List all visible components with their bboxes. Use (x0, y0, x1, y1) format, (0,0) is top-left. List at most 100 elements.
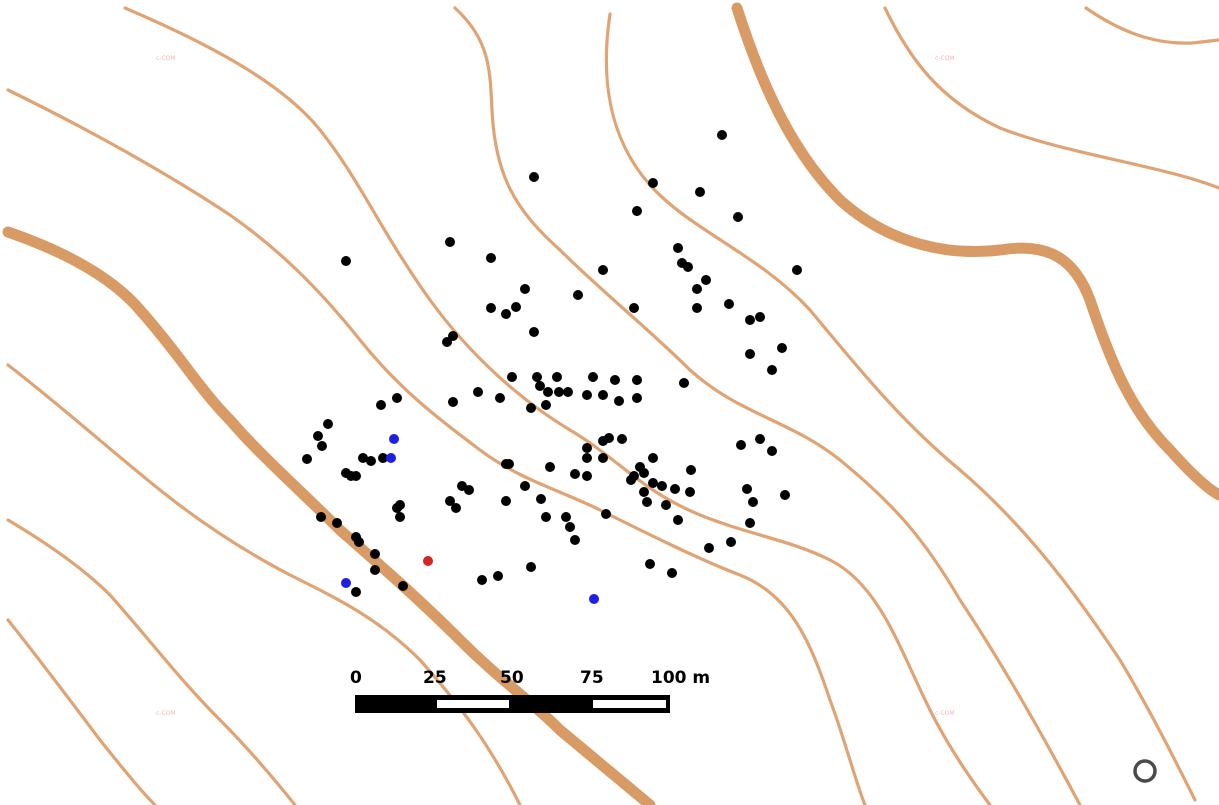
black-marker[interactable] (645, 559, 655, 569)
black-marker[interactable] (598, 453, 608, 463)
black-marker[interactable] (792, 265, 802, 275)
black-marker[interactable] (366, 456, 376, 466)
black-marker[interactable] (445, 496, 455, 506)
black-marker[interactable] (545, 462, 555, 472)
blue-marker[interactable] (589, 594, 599, 604)
black-marker[interactable] (316, 512, 326, 522)
black-marker[interactable] (378, 453, 388, 463)
black-marker[interactable] (661, 500, 671, 510)
black-marker[interactable] (317, 441, 327, 451)
red-marker[interactable] (423, 556, 433, 566)
black-marker[interactable] (582, 453, 592, 463)
black-marker[interactable] (733, 212, 743, 222)
black-marker[interactable] (626, 475, 636, 485)
black-marker[interactable] (573, 290, 583, 300)
black-marker[interactable] (448, 397, 458, 407)
black-marker[interactable] (582, 443, 592, 453)
black-marker[interactable] (486, 253, 496, 263)
black-marker[interactable] (451, 503, 461, 513)
black-marker[interactable] (780, 490, 790, 500)
black-marker[interactable] (354, 537, 364, 547)
black-marker[interactable] (610, 375, 620, 385)
black-marker[interactable] (473, 387, 483, 397)
black-marker[interactable] (629, 303, 639, 313)
black-marker[interactable] (755, 312, 765, 322)
black-marker[interactable] (529, 327, 539, 337)
black-marker[interactable] (511, 302, 521, 312)
black-marker[interactable] (398, 581, 408, 591)
black-marker[interactable] (526, 562, 536, 572)
black-marker[interactable] (501, 496, 511, 506)
black-marker[interactable] (565, 522, 575, 532)
black-marker[interactable] (582, 471, 592, 481)
black-marker[interactable] (701, 275, 711, 285)
black-marker[interactable] (358, 453, 368, 463)
black-marker[interactable] (667, 568, 677, 578)
black-marker[interactable] (495, 393, 505, 403)
black-marker[interactable] (302, 454, 312, 464)
black-marker[interactable] (563, 387, 573, 397)
black-marker[interactable] (536, 494, 546, 504)
black-marker[interactable] (692, 303, 702, 313)
black-marker[interactable] (648, 453, 658, 463)
black-marker[interactable] (552, 372, 562, 382)
black-marker[interactable] (724, 299, 734, 309)
black-marker[interactable] (695, 187, 705, 197)
black-marker[interactable] (736, 440, 746, 450)
black-marker[interactable] (541, 512, 551, 522)
black-marker[interactable] (685, 487, 695, 497)
black-marker[interactable] (477, 575, 487, 585)
blue-marker[interactable] (386, 453, 396, 463)
black-marker[interactable] (486, 303, 496, 313)
black-marker[interactable] (632, 206, 642, 216)
black-marker[interactable] (657, 481, 667, 491)
black-marker[interactable] (704, 543, 714, 553)
black-marker[interactable] (323, 419, 333, 429)
black-marker[interactable] (370, 565, 380, 575)
black-marker[interactable] (748, 497, 758, 507)
blue-marker[interactable] (389, 434, 399, 444)
black-marker[interactable] (648, 478, 658, 488)
black-marker[interactable] (604, 433, 614, 443)
black-marker[interactable] (346, 471, 356, 481)
black-marker[interactable] (313, 431, 323, 441)
black-marker[interactable] (598, 265, 608, 275)
black-marker[interactable] (395, 512, 405, 522)
black-marker[interactable] (395, 500, 405, 510)
black-marker[interactable] (570, 469, 580, 479)
black-marker[interactable] (686, 465, 696, 475)
black-marker[interactable] (632, 375, 642, 385)
black-marker[interactable] (526, 403, 536, 413)
black-marker[interactable] (639, 487, 649, 497)
black-marker[interactable] (570, 535, 580, 545)
black-marker[interactable] (351, 587, 361, 597)
black-marker[interactable] (529, 172, 539, 182)
black-marker[interactable] (504, 459, 514, 469)
black-marker[interactable] (598, 390, 608, 400)
black-marker[interactable] (543, 387, 553, 397)
black-marker[interactable] (464, 485, 474, 495)
black-marker[interactable] (767, 446, 777, 456)
black-marker[interactable] (376, 400, 386, 410)
black-marker[interactable] (642, 497, 652, 507)
black-marker[interactable] (717, 130, 727, 140)
black-marker[interactable] (679, 378, 689, 388)
black-marker[interactable] (445, 237, 455, 247)
black-marker[interactable] (745, 349, 755, 359)
black-marker[interactable] (614, 396, 624, 406)
black-marker[interactable] (767, 365, 777, 375)
black-marker[interactable] (507, 372, 517, 382)
black-marker[interactable] (442, 337, 452, 347)
blue-marker[interactable] (341, 578, 351, 588)
black-marker[interactable] (639, 468, 649, 478)
black-marker[interactable] (692, 284, 702, 294)
black-marker[interactable] (532, 372, 542, 382)
black-marker[interactable] (392, 393, 402, 403)
black-marker[interactable] (493, 571, 503, 581)
black-marker[interactable] (520, 284, 530, 294)
black-marker[interactable] (670, 484, 680, 494)
black-marker[interactable] (341, 256, 351, 266)
black-marker[interactable] (745, 518, 755, 528)
black-marker[interactable] (332, 518, 342, 528)
